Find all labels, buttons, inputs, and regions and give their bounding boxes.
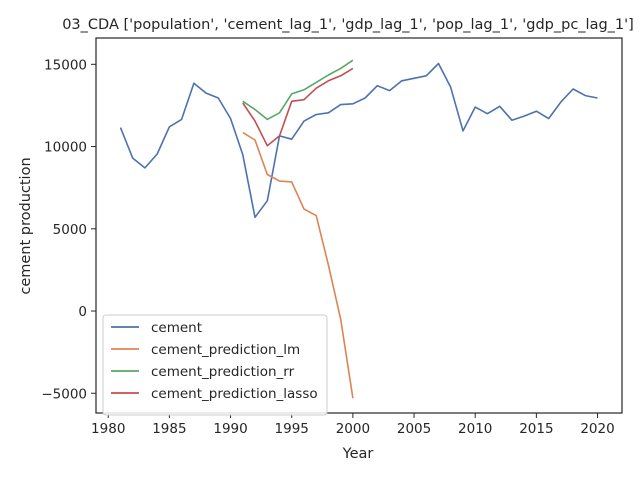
series-line-cement-prediction-lm xyxy=(242,131,354,399)
y-tick-label: 10000 xyxy=(44,140,87,156)
x-axis: 1980 1985 1990 1995 2000 2005 2010 2015 2020 xyxy=(91,413,615,437)
legend-label: cement xyxy=(151,320,202,336)
plot-frame xyxy=(95,37,623,414)
legend-box xyxy=(102,314,328,416)
x-tick-label: 2015 xyxy=(519,421,553,437)
y-tick-label: −5000 xyxy=(41,386,87,402)
x-tick-label: 1990 xyxy=(213,421,247,437)
legend-label: cement_prediction_lasso xyxy=(151,386,318,402)
chart-title: 03_CDA ['population', 'cement_lag_1', 'g… xyxy=(62,17,634,33)
series-line-cement xyxy=(119,62,598,219)
legend-label: cement_prediction_rr xyxy=(151,364,295,380)
x-tick-label: 2010 xyxy=(458,421,492,437)
plot-area xyxy=(95,37,623,414)
x-tick-label: 1985 xyxy=(152,421,186,437)
x-tick-label: 2000 xyxy=(336,421,370,437)
legend: cement cement_prediction_lm cement_predict… xyxy=(102,314,328,416)
legend-label: cement_prediction_lm xyxy=(151,342,300,358)
y-tick-label: 15000 xyxy=(44,57,87,73)
x-tick-label: 2005 xyxy=(397,421,431,437)
x-axis-label: Year xyxy=(342,446,374,462)
y-axis: −5000 0 5000 10000 15000 xyxy=(41,57,96,402)
series-layer xyxy=(119,59,598,399)
x-tick-label: 2020 xyxy=(580,421,614,437)
y-tick-label: 0 xyxy=(78,304,87,320)
y-tick-label: 5000 xyxy=(53,222,87,238)
x-tick-label: 1995 xyxy=(275,421,309,437)
y-axis-label: cement production xyxy=(18,157,34,294)
series-line-cement-prediction-rr xyxy=(242,59,354,121)
series-line-cement-prediction-lasso xyxy=(242,67,354,147)
x-tick-label: 1980 xyxy=(91,421,125,437)
